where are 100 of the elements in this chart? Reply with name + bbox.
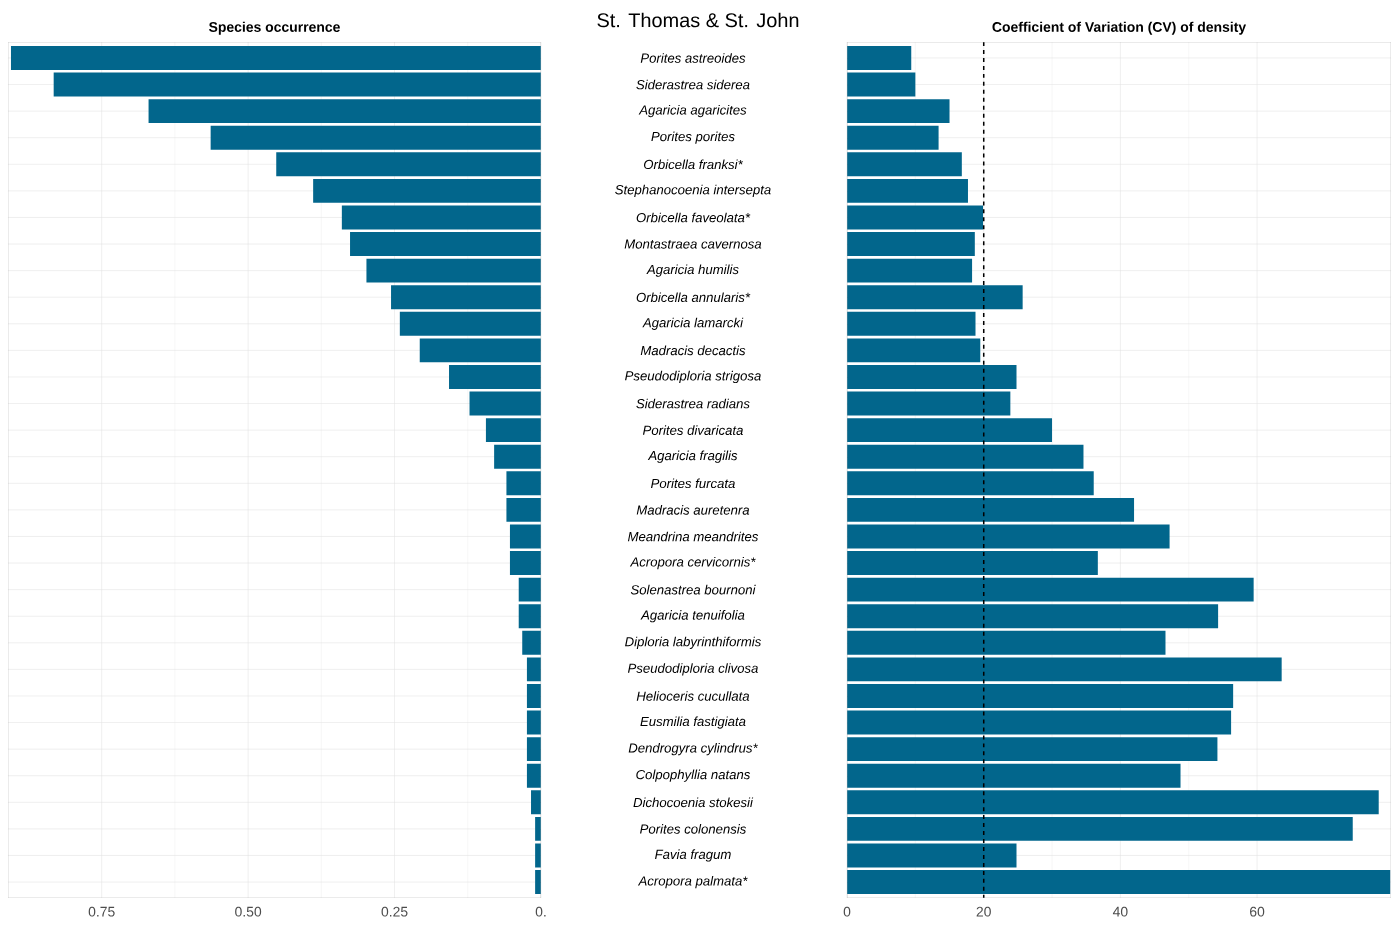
bar	[366, 258, 541, 283]
bar	[148, 99, 541, 124]
bar	[485, 418, 541, 443]
bar	[53, 72, 541, 97]
x-tick-label: 0.25	[381, 906, 408, 917]
bar	[526, 737, 541, 762]
bar	[341, 205, 541, 230]
bar	[399, 311, 541, 336]
bar	[526, 763, 541, 788]
bar	[847, 843, 1017, 868]
y-tick-label: Madracis auretenra	[636, 505, 750, 515]
bar	[847, 285, 1023, 310]
bar	[847, 870, 1391, 895]
bar	[847, 72, 916, 97]
bar	[494, 444, 541, 469]
y-tick-label: Porites astreoides	[640, 53, 746, 63]
y-tick-label: Dichocoenia stokesii	[633, 797, 754, 808]
y-tick-label: Acropora palmata*	[637, 875, 748, 889]
bar	[847, 125, 939, 150]
bar	[313, 178, 541, 203]
bar	[847, 391, 1011, 416]
bar	[847, 258, 973, 283]
bar	[847, 710, 1232, 735]
bar	[847, 444, 1084, 469]
bar	[276, 152, 541, 177]
bar	[506, 471, 541, 496]
y-tick-label: Porites colonensis	[640, 824, 747, 834]
x-tick-label: 0.50	[235, 906, 262, 917]
y-tick-label: Acropora cervicornis*	[629, 556, 756, 570]
chart-title: Coefficient of Variation (CV) of density	[992, 21, 1247, 35]
y-tick-label: Porites porites	[651, 131, 735, 144]
bar	[847, 657, 1282, 682]
y-tick-label: Madracis decactis	[640, 345, 746, 356]
y-tick-label: Agaricia fragilis	[647, 450, 738, 463]
y-tick-label: Siderastrea radians	[636, 398, 750, 409]
x-tick-label: 20	[976, 906, 991, 917]
bar	[847, 205, 984, 230]
bar	[847, 365, 1017, 389]
bar	[526, 684, 541, 708]
bar	[847, 816, 1353, 841]
y-tick-label: Orbicella annularis*	[636, 292, 751, 303]
bar	[847, 471, 1094, 496]
y-tick-label: Diploria labyrinthiformis	[625, 636, 762, 649]
bar	[847, 551, 1098, 576]
bar	[847, 763, 1181, 788]
x-tick-label: 0.	[535, 906, 546, 917]
bar	[469, 391, 541, 416]
bar	[847, 99, 950, 124]
text: St. Thomas & St. John	[597, 12, 799, 28]
y-tick-label: Favia fragum	[655, 849, 731, 862]
bar	[522, 630, 541, 655]
bar	[526, 657, 541, 682]
y-tick-label: Pseudodiploria clivosa	[627, 663, 758, 676]
bar	[10, 45, 541, 70]
bar	[847, 684, 1234, 708]
bar	[419, 338, 541, 363]
chart-title: Species occurrence	[208, 21, 340, 35]
y-tick-label: Stephanocoenia intersepta	[615, 184, 771, 197]
bar	[526, 710, 541, 735]
bar	[509, 551, 541, 576]
y-tick-label: Meandrina meandrites	[627, 531, 759, 542]
bar	[391, 285, 541, 310]
x-tick-label: 0.75	[88, 906, 115, 917]
y-tick-label: Siderastrea siderea	[636, 79, 750, 90]
y-tick-label: Orbicella franksi*	[643, 159, 744, 170]
bar	[509, 524, 541, 549]
y-tick-label: Montastraea cavernosa	[624, 239, 762, 249]
y-tick-label: Orbicella faveolata*	[636, 212, 751, 223]
y-tick-label: Dendrogyra cylindrus*	[628, 743, 758, 756]
y-tick-label: Eusmilia fastigiata	[640, 716, 746, 729]
bar	[847, 311, 976, 336]
bar	[847, 604, 1219, 629]
bar	[350, 232, 541, 257]
bar	[847, 338, 981, 363]
bar	[847, 790, 1379, 815]
y-tick-label: Helioceris cucullata	[636, 691, 750, 701]
bar	[518, 604, 541, 629]
y-tick-label: Agaricia humilis	[646, 264, 739, 277]
y-tick-label: Colpophyllia natans	[636, 769, 751, 782]
x-tick-label: 60	[1250, 906, 1265, 917]
bar	[449, 365, 541, 389]
bar	[506, 497, 541, 522]
y-tick-label: Solenastrea bournoni	[630, 584, 756, 595]
bar	[847, 45, 912, 70]
bar	[847, 737, 1218, 762]
bar	[518, 577, 541, 602]
y-tick-label: Porites furcata	[650, 478, 735, 489]
x-tick-label: 0	[843, 906, 851, 917]
bar	[847, 630, 1166, 655]
bar	[210, 125, 541, 150]
bar	[847, 524, 1170, 549]
bar	[847, 152, 962, 177]
y-tick-label: Pseudodiploria strigosa	[625, 370, 761, 384]
y-tick-label: Agaricia agaricites	[638, 105, 747, 118]
bar	[847, 577, 1254, 602]
bar	[847, 178, 968, 203]
y-tick-label: Agaricia tenuifolia	[640, 610, 745, 623]
bar	[847, 497, 1135, 522]
bar	[847, 232, 975, 257]
bar	[531, 790, 541, 815]
